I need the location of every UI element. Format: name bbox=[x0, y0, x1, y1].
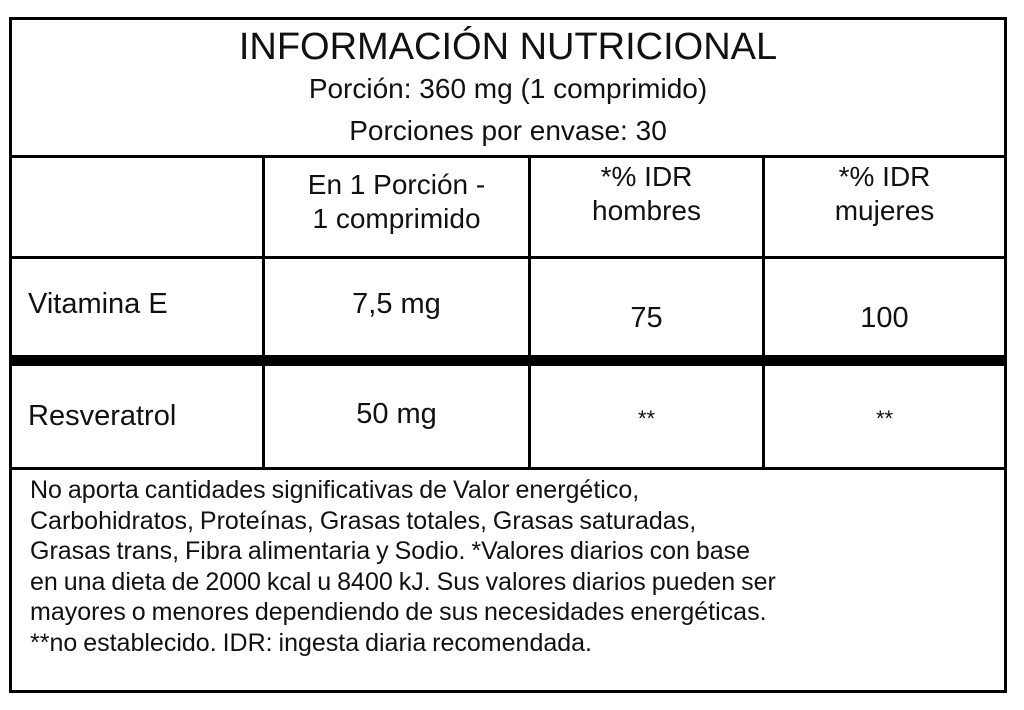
header-line: 1 comprimido bbox=[312, 203, 481, 234]
footnote-line: Grasas trans, Fibra alimentaria y Sodio.… bbox=[30, 537, 751, 565]
header-amount: En 1 Porción - 1 comprimido bbox=[265, 168, 528, 236]
idr-men-value: ** bbox=[637, 406, 656, 431]
footnote: No aporta cantidades significativas de V… bbox=[30, 475, 1000, 658]
table-title: INFORMACIÓN NUTRICIONAL bbox=[238, 26, 778, 68]
header-line: En 1 Porción - bbox=[307, 169, 486, 200]
idr-women-value: ** bbox=[875, 406, 894, 431]
header-line: mujeres bbox=[834, 195, 935, 226]
header-line: *% IDR bbox=[600, 161, 693, 192]
column-divider bbox=[762, 155, 765, 470]
divider bbox=[12, 256, 1004, 259]
footnote-line: mayores o menores dependiendo de sus nec… bbox=[30, 598, 767, 626]
header-idr-women: *% IDR mujeres bbox=[765, 160, 1004, 228]
header-line: *% IDR bbox=[838, 161, 931, 192]
footnote-line: Carbohidratos, Proteínas, Grasas totales… bbox=[30, 506, 697, 535]
thick-divider bbox=[12, 355, 1004, 366]
nutrient-amount: 7,5 mg bbox=[352, 288, 441, 320]
divider bbox=[12, 467, 1004, 470]
nutrition-facts-table: INFORMACIÓN NUTRICIONAL Porción: 360 mg … bbox=[9, 17, 1007, 693]
footnote-line: No aporta cantidades significativas de V… bbox=[30, 476, 640, 504]
header-idr-men: *% IDR hombres bbox=[531, 160, 762, 228]
nutrient-amount: 50 mg bbox=[356, 398, 437, 430]
serving-size: Porción: 360 mg (1 comprimido) bbox=[308, 73, 708, 104]
nutrient-name: Resveratrol bbox=[28, 400, 177, 432]
servings-per-container: Porciones por envase: 30 bbox=[349, 115, 667, 146]
nutrient-name: Vitamina E bbox=[28, 288, 168, 320]
footnote-line: en una dieta de 2000 kcal u 8400 kJ. Sus… bbox=[30, 567, 776, 596]
footnote-line: **no establecido. IDR: ingesta diaria re… bbox=[30, 628, 593, 657]
column-divider bbox=[528, 155, 531, 470]
header-line: hombres bbox=[592, 195, 701, 226]
idr-men-value: 75 bbox=[630, 302, 663, 334]
divider bbox=[12, 155, 1004, 158]
column-divider bbox=[262, 155, 265, 470]
idr-women-value: 100 bbox=[860, 302, 909, 334]
